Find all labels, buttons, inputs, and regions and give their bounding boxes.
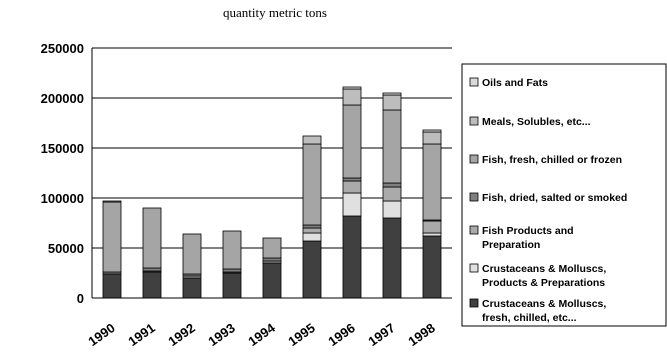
- legend-label: Crustaceans & Molluscs, fresh, chilled, e…: [482, 298, 606, 324]
- x-tick-label: 1996: [325, 320, 357, 349]
- bar-segment: [382, 200, 402, 219]
- legend-label: Oils and Fats: [482, 77, 548, 89]
- x-tick-label: 1992: [165, 320, 197, 349]
- bar-segment: [262, 237, 282, 259]
- bar-segment: [422, 235, 442, 299]
- legend-swatch: [469, 298, 479, 308]
- bar-segment: [222, 230, 242, 270]
- legend-label: Fish, dried, salted or smoked: [482, 192, 627, 204]
- legend-label: Crustaceans & Molluscs, Products & Prepar…: [482, 263, 606, 289]
- legend-frame: [461, 63, 667, 327]
- bar-segment: [302, 240, 322, 299]
- bar-segment: [102, 273, 122, 299]
- x-tick-label: 1991: [125, 320, 157, 349]
- bar-segment: [142, 271, 162, 299]
- bar-segment: [342, 180, 362, 194]
- chart-title: quantity metric tons: [223, 5, 327, 20]
- legend-label: Meals, Solubles, etc...: [482, 116, 591, 128]
- bar-segment: [382, 109, 402, 184]
- bar-segment: [262, 257, 282, 262]
- legend-label: Fish Products and Preparation: [482, 225, 574, 251]
- bar-segment: [302, 232, 322, 242]
- bar-segment: [342, 177, 362, 182]
- y-tick-label: 0: [77, 291, 84, 306]
- bar-segment: [382, 186, 402, 202]
- bar-segment: [102, 200, 122, 203]
- legend-swatch: [469, 77, 479, 87]
- y-tick-labels: 0 50000 100000 150000 200000 250000: [41, 41, 84, 306]
- bar-segment: [222, 268, 242, 273]
- bar-segment: [422, 131, 442, 145]
- bar-segment: [102, 201, 122, 273]
- axes: [91, 48, 452, 299]
- legend-swatch: [469, 225, 479, 235]
- x-tick-label: 1990: [85, 320, 117, 349]
- bar-segment: [182, 233, 202, 275]
- bar-segment: [422, 220, 442, 234]
- bar-segment: [422, 143, 442, 221]
- x-tick-label: 1993: [205, 320, 237, 349]
- y-tick-label: 150000: [41, 141, 84, 156]
- y-tick-label: 50000: [48, 241, 84, 256]
- bar-segment: [422, 129, 442, 133]
- bar-segment: [342, 88, 362, 106]
- bar-segment: [222, 272, 242, 299]
- y-tick-label: 200000: [41, 91, 84, 106]
- bar-segment: [342, 104, 362, 179]
- bar-segment: [262, 262, 282, 299]
- legend: Oils and Fats Meals, Solubles, etc... Fish…: [461, 63, 667, 327]
- x-tick-label: 1995: [285, 320, 317, 349]
- bar-segment: [142, 267, 162, 272]
- x-tick-label: 1998: [405, 320, 437, 349]
- bar-segment: [382, 94, 402, 111]
- x-tick-label: 1997: [365, 320, 397, 349]
- legend-swatch: [469, 154, 479, 164]
- legend-swatch: [469, 192, 479, 202]
- y-tick-label: 250000: [41, 41, 84, 56]
- bar-segment: [342, 86, 362, 90]
- bar-segment: [422, 232, 442, 237]
- legend-swatch: [469, 263, 479, 273]
- bar-segment: [342, 192, 362, 217]
- x-tick-labels: 1990 1991 1992 1993 1994 1995 1996 1997 1998: [85, 320, 437, 349]
- bar-segment: [302, 227, 322, 234]
- bar-segment: [342, 215, 362, 299]
- bars: [102, 86, 442, 299]
- bar-segment: [382, 217, 402, 299]
- y-tick-label: 100000: [41, 191, 84, 206]
- bar-segment: [382, 182, 402, 188]
- bar-segment: [142, 207, 162, 269]
- bar-segment: [382, 92, 402, 96]
- bar-segment: [302, 224, 322, 229]
- bar-segment: [302, 143, 322, 226]
- bar-segment: [182, 277, 202, 299]
- bar-segment: [302, 135, 322, 145]
- x-tick-label: 1994: [245, 320, 278, 349]
- legend-swatch: [469, 116, 479, 126]
- legend-label: Fish, fresh, chilled or frozen: [482, 154, 622, 166]
